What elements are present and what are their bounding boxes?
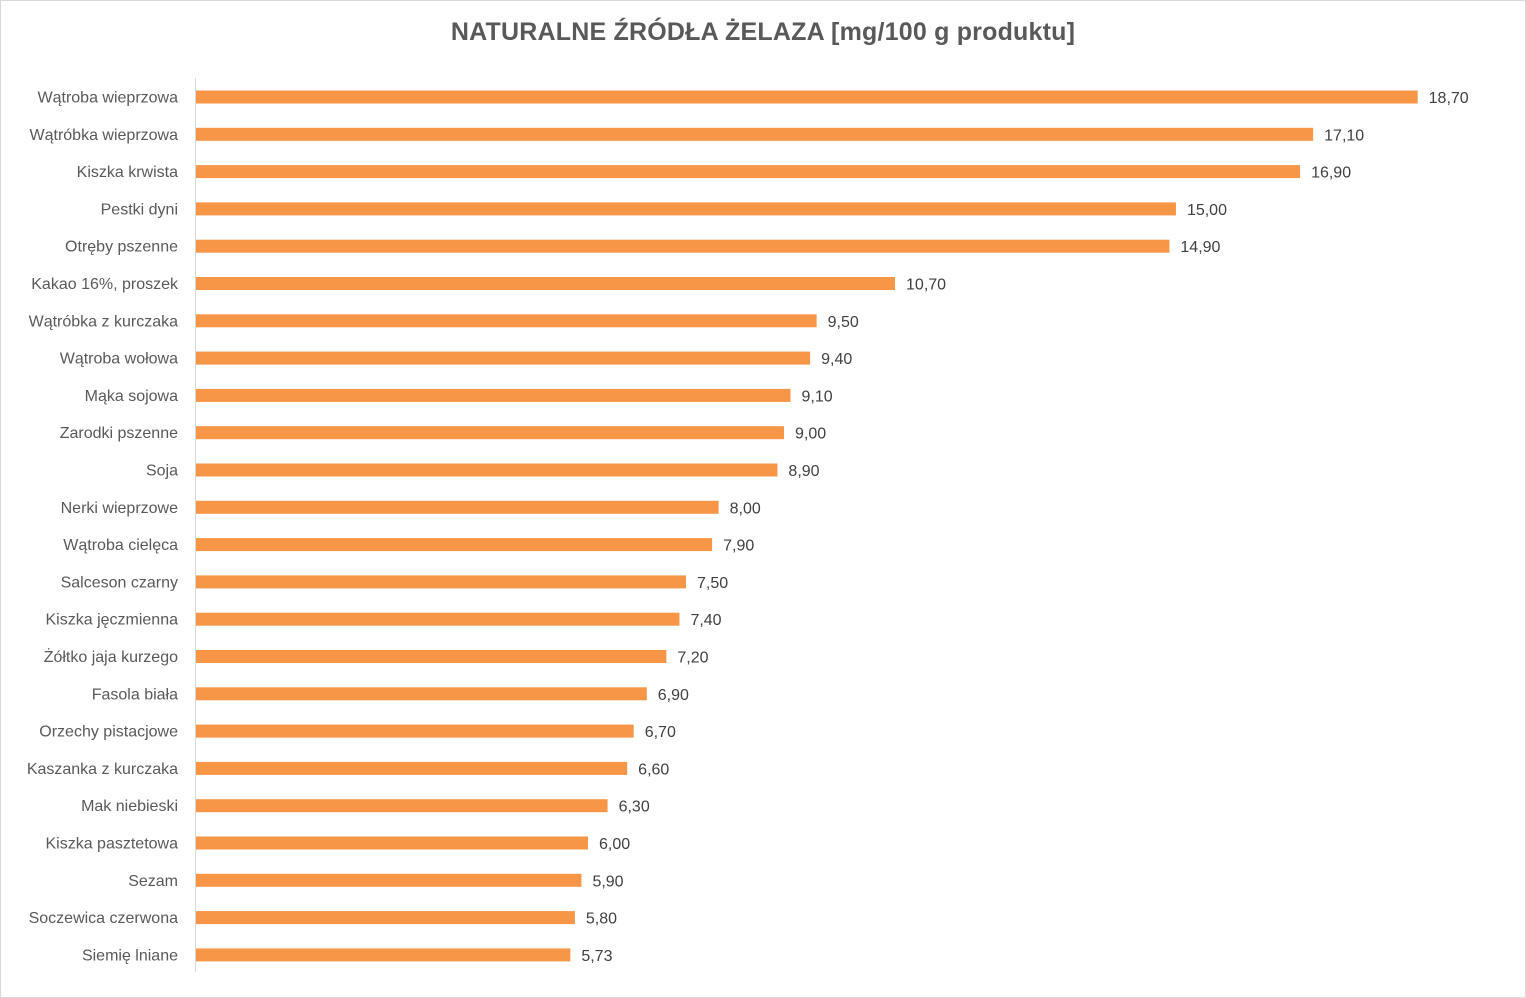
data-label: 10,70 — [906, 277, 946, 294]
bar — [196, 948, 571, 962]
bar — [196, 575, 686, 589]
category-label: Kakao 16%, proszek — [31, 276, 179, 293]
bar — [196, 538, 713, 552]
category-label: Wątroba wieprzowa — [38, 90, 179, 107]
bar — [196, 799, 608, 813]
bar — [196, 426, 784, 440]
category-label: Nerki wieprzowe — [61, 500, 178, 517]
data-label: 7,90 — [723, 538, 754, 555]
data-label: 9,50 — [828, 314, 859, 331]
category-label: Wątroba wołowa — [60, 351, 178, 368]
data-label: 6,70 — [645, 724, 676, 741]
data-label: 6,00 — [599, 836, 630, 853]
bar — [196, 165, 1301, 179]
bar — [196, 388, 791, 402]
bar — [196, 239, 1170, 253]
category-label: Sezam — [128, 873, 178, 890]
bar — [196, 612, 680, 626]
category-label: Soczewica czerwona — [29, 910, 179, 927]
data-label: 18,70 — [1429, 90, 1469, 107]
bar — [196, 277, 896, 290]
bar — [196, 873, 582, 887]
category-label: Pestki dyni — [101, 201, 178, 218]
data-label: 5,73 — [581, 948, 612, 965]
category-label: Soja — [146, 463, 178, 480]
data-label: 6,30 — [619, 799, 650, 816]
category-label: Żółtko jaja kurzego — [44, 647, 178, 666]
category-label: Mąka sojowa — [85, 388, 178, 405]
data-label: 5,90 — [592, 873, 623, 890]
data-label: 9,40 — [821, 351, 852, 368]
bar — [196, 650, 667, 663]
bars — [196, 90, 1418, 962]
category-label: Mak niebieski — [81, 798, 178, 815]
data-label: 5,80 — [586, 911, 617, 928]
data-label: 15,00 — [1187, 202, 1227, 219]
data-label: 14,90 — [1180, 239, 1220, 256]
data-label: 7,40 — [690, 612, 721, 629]
data-label: 9,10 — [802, 388, 833, 405]
bar — [196, 911, 575, 925]
data-label: 6,60 — [638, 761, 669, 778]
category-label: Wątróbka z kurczaka — [29, 313, 178, 330]
category-label: Kiszka pasztetowa — [45, 836, 178, 853]
category-label: Siemię lniane — [82, 947, 178, 964]
bar — [196, 724, 634, 738]
data-label: 8,00 — [730, 500, 761, 517]
data-label: 6,90 — [658, 687, 689, 704]
bar — [196, 761, 628, 775]
category-labels: Wątroba wieprzowa Wątróbka wieprzowa Kiszk… — [27, 90, 179, 965]
data-label: 7,20 — [677, 650, 708, 667]
data-label: 7,50 — [697, 575, 728, 592]
data-label: 16,90 — [1311, 165, 1351, 182]
category-label: Orzechy pistacjowe — [39, 724, 178, 741]
bar — [196, 351, 811, 365]
bar — [196, 127, 1314, 141]
category-label: Fasola biała — [92, 686, 178, 703]
bar — [196, 202, 1176, 216]
bar — [196, 463, 778, 477]
bar — [196, 314, 817, 328]
category-label: Otręby pszenne — [65, 239, 178, 256]
bar — [196, 687, 647, 701]
category-label: Zarodki pszenne — [60, 425, 178, 442]
category-label: Salceson czarny — [61, 574, 178, 591]
data-label: 8,90 — [788, 463, 819, 480]
category-label: Kaszanka z kurczaka — [27, 761, 178, 778]
bar — [196, 836, 588, 850]
category-label: Wątróbka wieprzowa — [30, 127, 179, 144]
data-label: 9,00 — [795, 426, 826, 443]
category-label: Kiszka jęczmienna — [46, 612, 179, 629]
chart-title: NATURALNE ŹRÓDŁA ŻELAZA [mg/100 g produk… — [450, 18, 1076, 46]
bar — [196, 90, 1418, 104]
category-label: Wątroba cielęca — [63, 537, 178, 554]
value-labels: 18,70 17,10 16,90 15,00 14,90 10,70 9,50 9,40 9,… — [581, 90, 1468, 965]
category-label: Kiszka krwista — [77, 164, 178, 181]
bar — [196, 500, 719, 514]
data-label: 17,10 — [1324, 127, 1364, 144]
